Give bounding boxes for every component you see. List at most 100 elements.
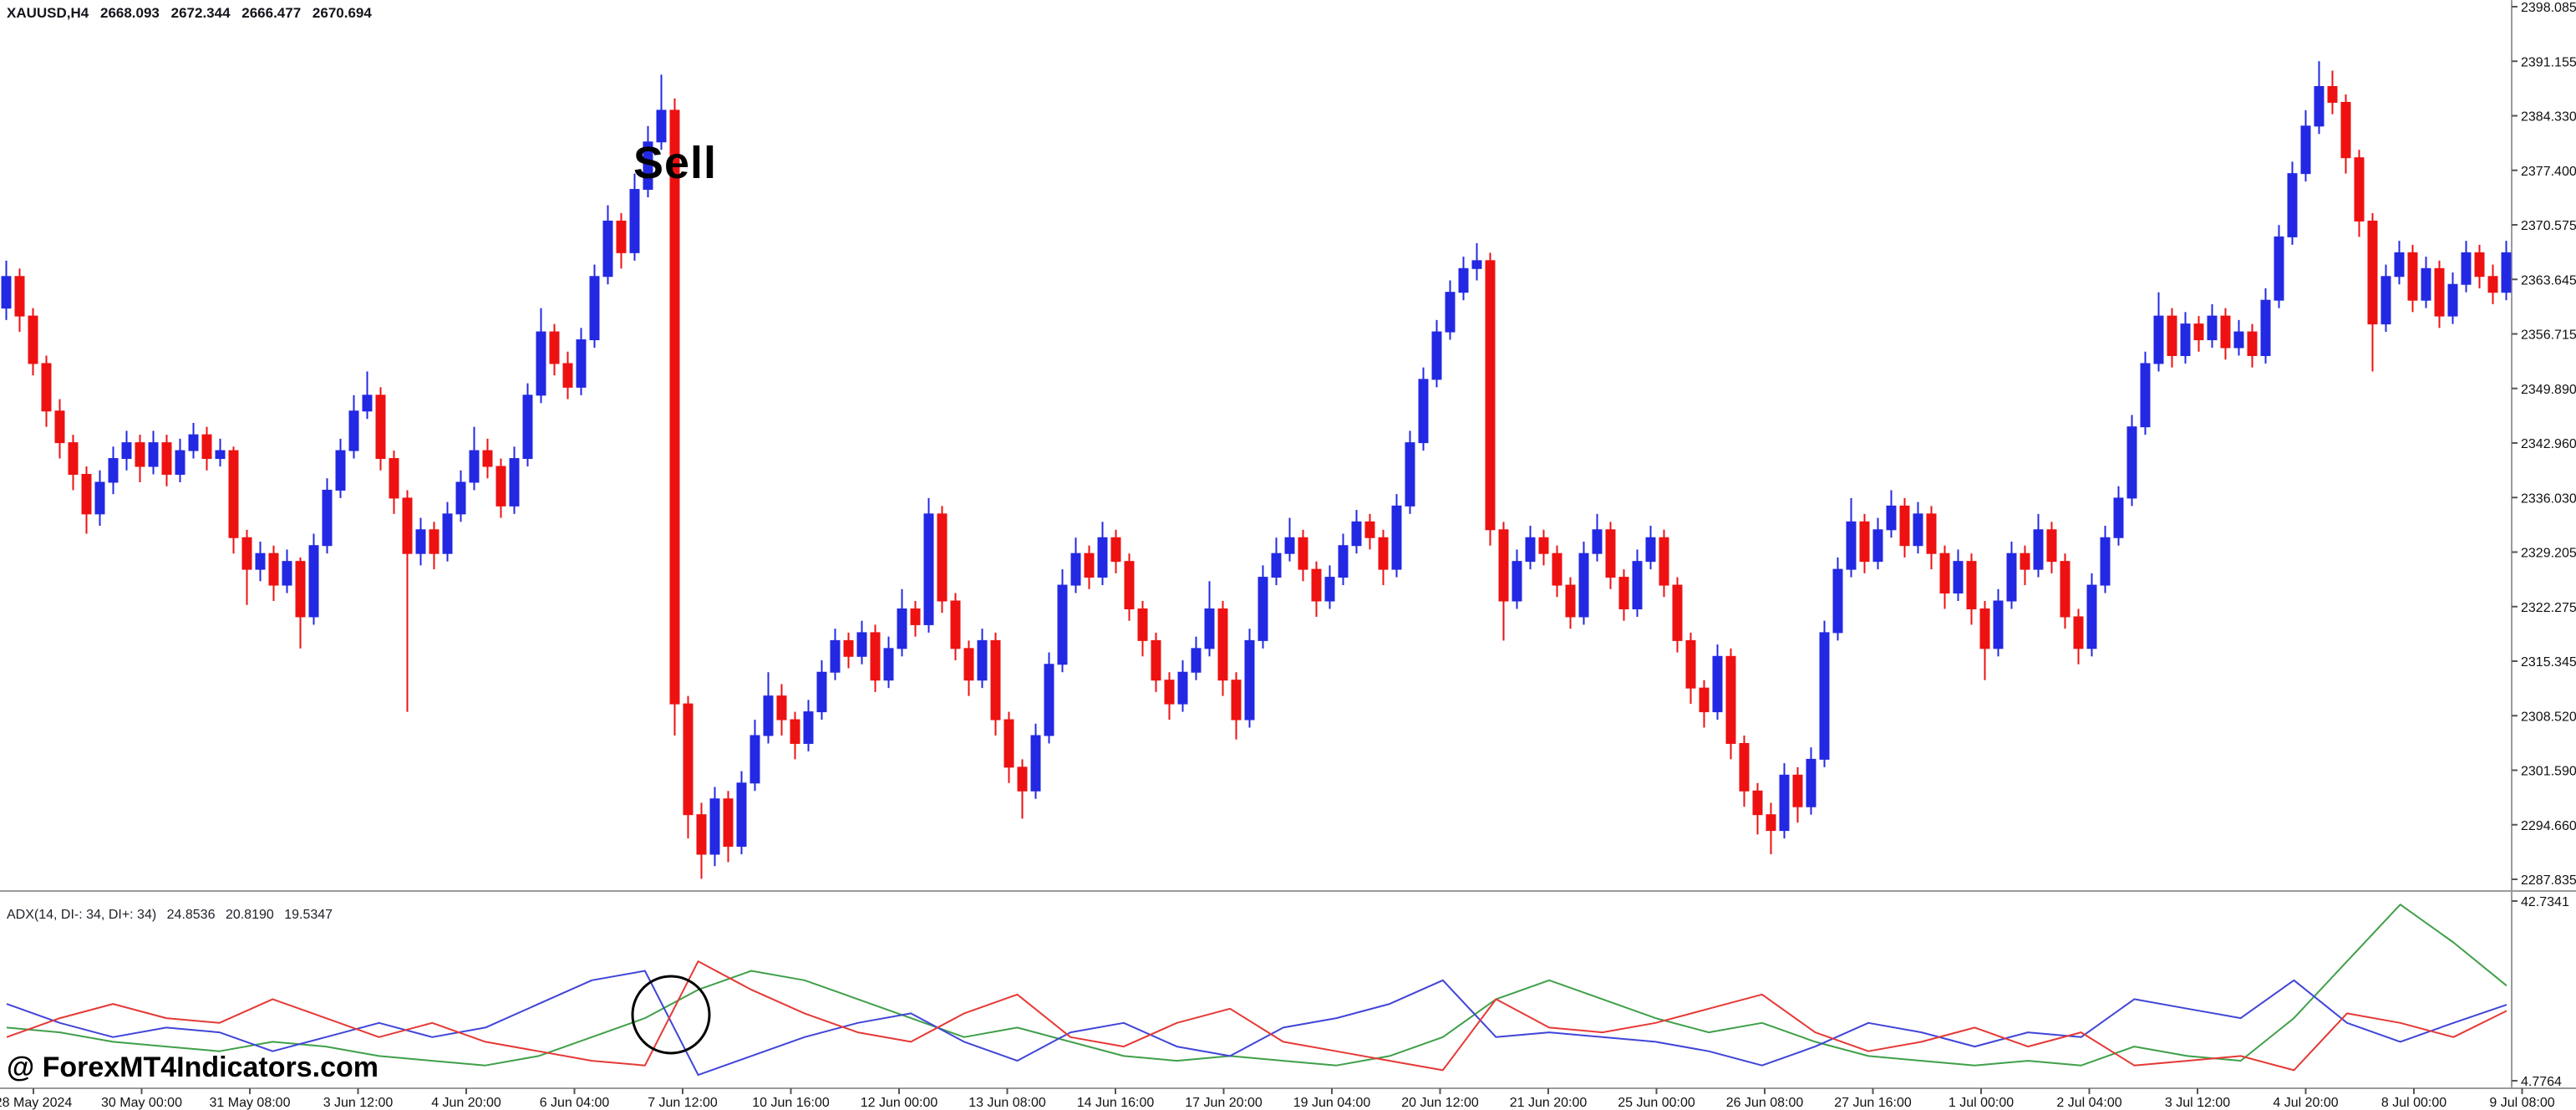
candle[interactable] bbox=[1485, 252, 1496, 546]
candle[interactable] bbox=[2447, 272, 2458, 324]
candle[interactable] bbox=[2354, 150, 2365, 237]
candle[interactable] bbox=[255, 541, 266, 582]
candle[interactable] bbox=[2233, 319, 2244, 356]
candle[interactable] bbox=[2060, 553, 2070, 629]
candle[interactable] bbox=[1, 260, 12, 320]
candle[interactable] bbox=[2314, 61, 2324, 135]
candle[interactable] bbox=[1685, 632, 1696, 705]
candle[interactable] bbox=[1926, 506, 1937, 570]
candle[interactable] bbox=[2113, 486, 2124, 546]
candle[interactable] bbox=[1699, 680, 1710, 728]
candle[interactable] bbox=[763, 672, 774, 744]
candle[interactable] bbox=[1258, 565, 1268, 649]
candle[interactable] bbox=[1324, 565, 1335, 609]
candle[interactable] bbox=[2487, 264, 2498, 304]
candle[interactable] bbox=[2260, 288, 2271, 364]
candle[interactable] bbox=[870, 624, 881, 692]
candle[interactable] bbox=[683, 695, 694, 839]
candle[interactable] bbox=[54, 399, 65, 459]
candle[interactable] bbox=[482, 438, 493, 479]
adx-indicator-panel[interactable]: 42.7341 4.7764 bbox=[6, 895, 2569, 1089]
candle[interactable] bbox=[201, 426, 212, 471]
candle[interactable] bbox=[2153, 292, 2164, 372]
candle[interactable] bbox=[1231, 672, 1242, 740]
candle[interactable] bbox=[1592, 513, 1603, 562]
candle[interactable] bbox=[2046, 522, 2057, 573]
candle[interactable] bbox=[1565, 577, 1576, 629]
candle[interactable] bbox=[776, 684, 787, 736]
candle[interactable] bbox=[616, 213, 627, 269]
candle[interactable] bbox=[723, 791, 734, 863]
candle[interactable] bbox=[522, 383, 533, 467]
candle[interactable] bbox=[1044, 652, 1054, 744]
candle[interactable] bbox=[1899, 497, 1910, 558]
candle[interactable] bbox=[1030, 723, 1041, 799]
candle[interactable] bbox=[335, 438, 346, 498]
candle[interactable] bbox=[2274, 225, 2284, 308]
candle[interactable] bbox=[2434, 260, 2445, 328]
candle[interactable] bbox=[295, 557, 306, 649]
candle[interactable] bbox=[1792, 766, 1803, 823]
candle[interactable] bbox=[1391, 494, 1402, 578]
candle[interactable] bbox=[669, 98, 680, 736]
candle[interactable] bbox=[803, 700, 814, 751]
candle[interactable] bbox=[1832, 557, 1843, 641]
candle[interactable] bbox=[135, 435, 145, 482]
candle[interactable] bbox=[843, 632, 854, 669]
candle[interactable] bbox=[161, 435, 172, 486]
candle[interactable] bbox=[1204, 581, 1215, 657]
candle[interactable] bbox=[2407, 244, 2418, 313]
candle[interactable] bbox=[950, 593, 961, 661]
candle[interactable] bbox=[883, 636, 894, 689]
candle[interactable] bbox=[1124, 553, 1135, 621]
candle[interactable] bbox=[2421, 257, 2431, 308]
candle[interactable] bbox=[1418, 367, 1429, 451]
candle[interactable] bbox=[2140, 351, 2151, 435]
candle[interactable] bbox=[1311, 561, 1322, 617]
candle[interactable] bbox=[1217, 601, 1228, 696]
candle[interactable] bbox=[1151, 632, 1161, 692]
candle[interactable] bbox=[1605, 522, 1616, 589]
candle[interactable] bbox=[856, 620, 867, 664]
candle[interactable] bbox=[923, 497, 934, 633]
candle[interactable] bbox=[108, 446, 119, 495]
candle[interactable] bbox=[2247, 323, 2258, 368]
candle[interactable] bbox=[215, 438, 226, 467]
candle[interactable] bbox=[1672, 577, 1683, 653]
candle[interactable] bbox=[1766, 802, 1776, 855]
candle[interactable] bbox=[175, 438, 185, 482]
candle[interactable] bbox=[268, 545, 279, 602]
candle[interactable] bbox=[1659, 529, 1669, 598]
candle[interactable] bbox=[2180, 312, 2191, 364]
candle[interactable] bbox=[81, 466, 92, 534]
candle[interactable] bbox=[1578, 541, 1589, 625]
candle[interactable] bbox=[536, 308, 546, 404]
candle[interactable] bbox=[2100, 526, 2111, 593]
candle[interactable] bbox=[2126, 415, 2137, 507]
candle[interactable] bbox=[1097, 522, 1108, 586]
candle[interactable] bbox=[562, 351, 573, 400]
candle[interactable] bbox=[910, 601, 921, 637]
candle[interactable] bbox=[1552, 545, 1562, 598]
candle[interactable] bbox=[228, 446, 239, 554]
candle[interactable] bbox=[1164, 672, 1175, 720]
candle[interactable] bbox=[121, 430, 132, 471]
candle[interactable] bbox=[375, 387, 386, 471]
candle[interactable] bbox=[1632, 549, 1643, 617]
candle[interactable] bbox=[429, 522, 439, 570]
candle[interactable] bbox=[629, 173, 640, 261]
candle[interactable] bbox=[415, 517, 426, 566]
candle[interactable] bbox=[1110, 529, 1121, 573]
candle[interactable] bbox=[830, 629, 841, 680]
candle[interactable] bbox=[148, 430, 159, 475]
candle[interactable] bbox=[2394, 241, 2405, 285]
candle[interactable] bbox=[1525, 526, 1536, 570]
candle[interactable] bbox=[709, 787, 720, 867]
candle[interactable] bbox=[2086, 573, 2097, 657]
candle[interactable] bbox=[1458, 257, 1469, 301]
candle[interactable] bbox=[442, 502, 453, 562]
candle[interactable] bbox=[1364, 513, 1375, 550]
candle[interactable] bbox=[1913, 502, 1923, 554]
candle[interactable] bbox=[1739, 735, 1750, 807]
candle[interactable] bbox=[41, 355, 52, 427]
